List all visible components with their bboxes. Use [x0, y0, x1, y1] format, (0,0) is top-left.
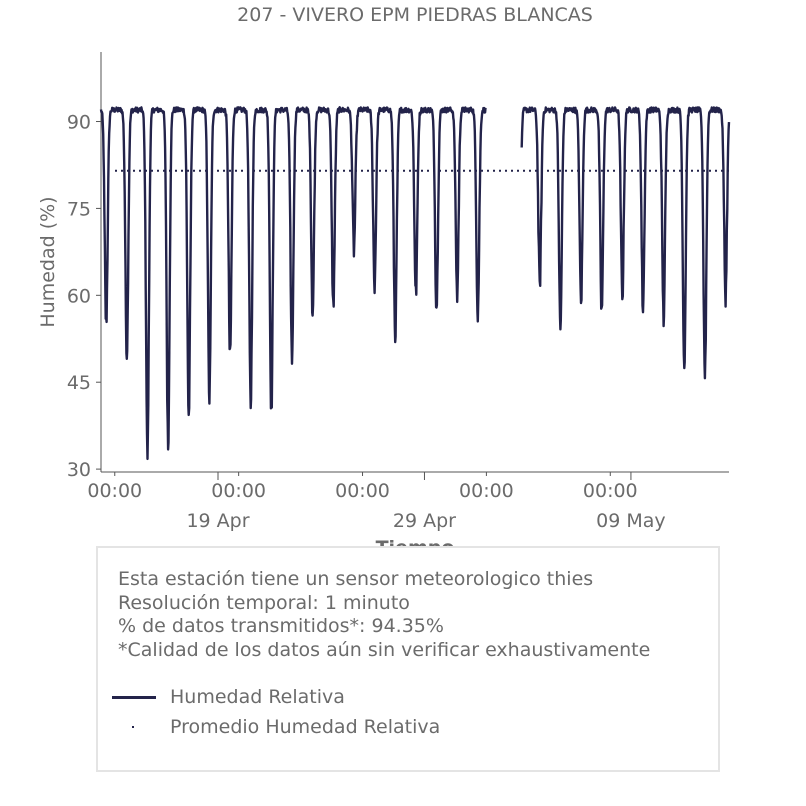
info-line-resolution: Resolución temporal: 1 minuto — [118, 591, 410, 614]
x-major-tick-label: 19 Apr — [186, 510, 249, 532]
y-tick-label: 45 — [67, 372, 91, 394]
info-line-quality: *Calidad de los datos aún sin verificar … — [118, 638, 651, 661]
x-minor-tick-label: 00:00 — [87, 480, 142, 502]
y-tick-label: 75 — [67, 198, 91, 220]
info-line-sensor: Esta estación tiene un sensor meteorolog… — [118, 568, 594, 590]
x-major-tick-label: 29 Apr — [393, 510, 456, 532]
legend-dot-swatch — [112, 722, 156, 732]
humidity-series-line — [99, 106, 487, 461]
humidity-series-line — [520, 106, 731, 380]
x-minor-tick-label: 00:00 — [583, 480, 638, 502]
y-tick-label: 90 — [67, 112, 91, 134]
info-box: Esta estación tiene un sensor meteorolog… — [96, 546, 720, 772]
legend: Humedad Relativa Promedio Humedad Relati… — [112, 682, 440, 742]
plot-area — [99, 106, 731, 461]
x-axis: 00:00 00:00 00:00 00:00 00:00 19 Apr 29 Apr 09 … — [87, 471, 729, 532]
x-minor-tick-label: 00:00 — [335, 480, 390, 502]
x-minor-tick-label: 00:00 — [459, 480, 514, 502]
x-major-tick-label: 09 May — [596, 510, 666, 532]
chart-title: 207 - VIVERO EPM PIEDRAS BLANCAS — [237, 4, 593, 26]
legend-item-promedio: Promedio Humedad Relativa — [112, 712, 440, 742]
legend-item-humedad: Humedad Relativa — [112, 682, 440, 712]
y-axis-label: Humedad (%) — [37, 196, 59, 327]
y-tick-label: 60 — [67, 285, 91, 307]
info-text: Esta estación tiene un sensor meteorolog… — [118, 568, 650, 662]
legend-label-promedio: Promedio Humedad Relativa — [170, 716, 441, 738]
y-axis: 30 45 60 75 90 — [67, 52, 102, 481]
y-tick-label: 30 — [67, 459, 91, 481]
legend-line-swatch — [112, 692, 156, 702]
x-minor-tick-label: 00:00 — [211, 480, 266, 502]
info-line-transmitted: % de datos transmitidos*: 94.35% — [118, 615, 444, 637]
legend-label-humedad: Humedad Relativa — [170, 686, 345, 708]
